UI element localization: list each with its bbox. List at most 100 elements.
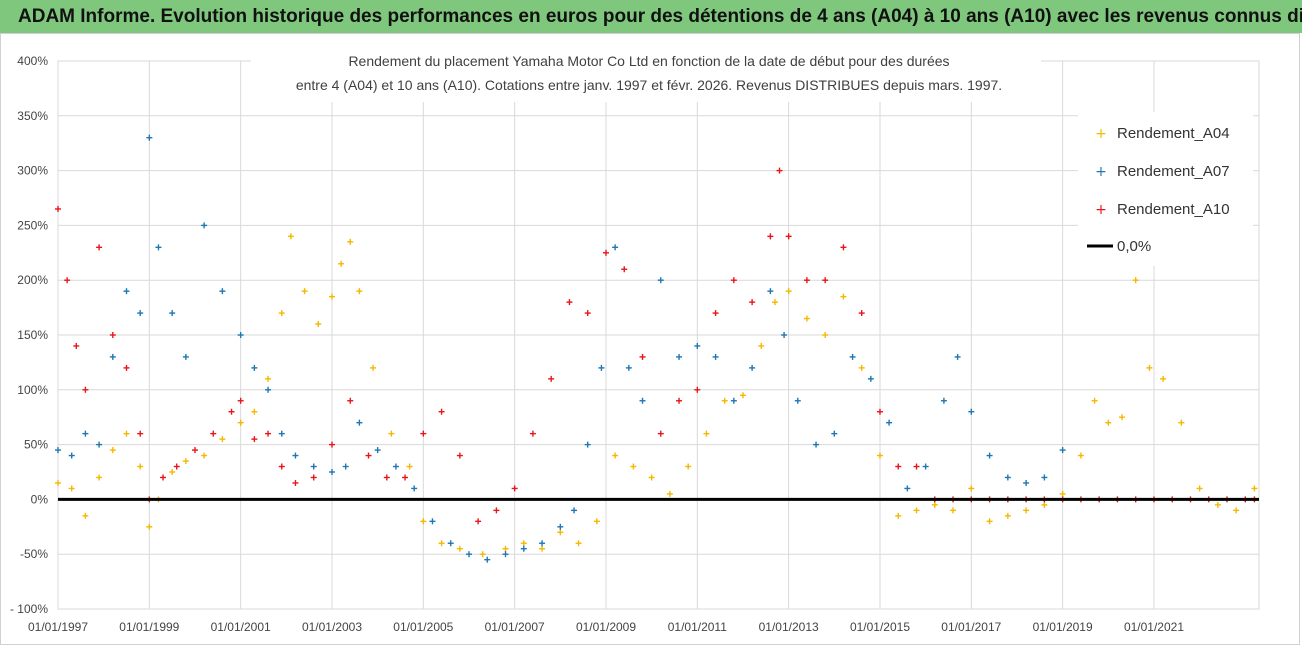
legend-label-zero: 0,0% <box>1117 238 1151 255</box>
x-tick-label: 01/01/2005 <box>393 620 453 634</box>
point-rendement-a07 <box>584 441 591 448</box>
point-rendement-a10 <box>529 430 536 437</box>
point-rendement-a10 <box>278 463 285 470</box>
point-rendement-a10 <box>82 386 89 393</box>
point-rendement-a10 <box>694 386 701 393</box>
point-rendement-a10 <box>840 244 847 251</box>
point-rendement-a10 <box>803 277 810 284</box>
point-rendement-a04 <box>301 288 308 295</box>
point-rendement-a07 <box>867 375 874 382</box>
x-tick-label: 01/01/2019 <box>1033 620 1093 634</box>
point-rendement-a10 <box>64 277 71 284</box>
x-axis-tick-labels: 01/01/1997 01/01/1999 01/01/2001 01/01/2003… <box>28 620 1184 634</box>
point-rendement-a04 <box>1041 501 1048 508</box>
point-rendement-a10 <box>109 332 116 338</box>
legend-marker-a04: + <box>1095 126 1107 142</box>
point-rendement-a10 <box>160 474 167 481</box>
point-rendement-a04 <box>593 518 600 525</box>
point-rendement-a04 <box>109 447 116 454</box>
point-rendement-a04 <box>182 458 189 465</box>
point-rendement-a10 <box>328 441 335 448</box>
point-rendement-a10 <box>822 277 829 284</box>
point-rendement-a04 <box>265 375 272 382</box>
point-rendement-a07 <box>612 244 619 251</box>
point-rendement-a07 <box>429 518 436 525</box>
point-rendement-a07 <box>96 441 103 448</box>
point-rendement-a07 <box>849 353 856 360</box>
point-rendement-a07 <box>749 364 756 371</box>
point-rendement-a10 <box>420 430 427 437</box>
point-rendement-a04 <box>502 545 509 552</box>
point-rendement-a07 <box>278 430 285 437</box>
point-rendement-a07 <box>781 332 788 338</box>
point-rendement-a07 <box>328 469 335 475</box>
point-rendement-a04 <box>1196 485 1203 492</box>
y-tick-label: 300% <box>17 164 48 178</box>
point-rendement-a10 <box>511 485 518 492</box>
point-rendement-a07 <box>520 545 527 552</box>
point-rendement-a04 <box>68 485 75 492</box>
point-rendement-a07 <box>137 310 144 317</box>
point-rendement-a10 <box>566 299 573 306</box>
point-rendement-a07 <box>123 288 130 295</box>
point-rendement-a04 <box>1146 364 1153 371</box>
point-rendement-a07 <box>392 463 399 470</box>
point-rendement-a04 <box>895 512 902 519</box>
chart-title-line1: Rendement du placement Yamaha Motor Co L… <box>348 53 949 69</box>
point-rendement-a04 <box>237 419 244 426</box>
point-rendement-a07 <box>465 551 472 558</box>
point-rendement-a04 <box>803 315 810 322</box>
point-rendement-a04 <box>557 529 564 536</box>
legend: + Rendement_A04 + Rendement_A07 + Rendem… <box>1078 112 1253 266</box>
point-rendement-a10 <box>137 430 144 437</box>
point-rendement-a04 <box>612 452 619 459</box>
point-rendement-a04 <box>1233 507 1240 514</box>
point-rendement-a10 <box>584 310 591 317</box>
point-rendement-a04 <box>287 233 294 240</box>
legend-marker-a10: + <box>1095 202 1107 218</box>
point-rendement-a04 <box>1119 414 1126 421</box>
point-rendement-a07 <box>657 277 664 284</box>
point-rendement-a04 <box>219 436 226 443</box>
point-rendement-a07 <box>82 430 89 437</box>
y-tick-label: 150% <box>17 328 48 342</box>
point-rendement-a04 <box>201 452 208 459</box>
y-tick-label: 0% <box>31 492 49 506</box>
point-rendement-a04 <box>630 463 637 470</box>
point-rendement-a07 <box>730 397 737 404</box>
point-rendement-a04 <box>950 507 957 514</box>
point-rendement-a07 <box>712 353 719 360</box>
x-tick-label: 01/01/2001 <box>211 620 271 634</box>
point-rendement-a04 <box>986 518 993 525</box>
y-tick-label: 400% <box>17 54 48 68</box>
point-rendement-a04 <box>406 463 413 470</box>
point-rendement-a10 <box>438 408 445 415</box>
x-tick-label: 01/01/2009 <box>576 620 636 634</box>
point-rendement-a07 <box>265 386 272 393</box>
point-rendement-a07 <box>251 364 258 371</box>
point-rendement-a10 <box>173 463 180 470</box>
point-rendement-a07 <box>625 364 632 371</box>
point-rendement-a07 <box>694 342 701 349</box>
point-rendement-a10 <box>749 299 756 306</box>
point-rendement-a07 <box>447 540 454 547</box>
point-rendement-a10 <box>913 463 920 470</box>
legend-label-a04: Rendement_A04 <box>1117 125 1230 142</box>
chart-title-backdrop <box>251 46 1041 102</box>
point-rendement-a04 <box>913 507 920 514</box>
point-rendement-a04 <box>785 288 792 295</box>
point-rendement-a07 <box>109 353 116 360</box>
point-rendement-a04 <box>739 392 746 399</box>
point-rendement-a10 <box>548 375 555 382</box>
point-rendement-a07 <box>374 447 381 454</box>
point-rendement-a04 <box>1077 452 1084 459</box>
point-rendement-a07 <box>1041 474 1048 481</box>
y-tick-label: 200% <box>17 273 48 287</box>
point-rendement-a04 <box>876 452 883 459</box>
point-rendement-a04 <box>539 545 546 552</box>
point-rendement-a04 <box>758 342 765 349</box>
point-rendement-a07 <box>219 288 226 295</box>
point-rendement-a10 <box>383 474 390 481</box>
x-tick-label: 01/01/1999 <box>119 620 179 634</box>
legend-box <box>1078 112 1253 266</box>
